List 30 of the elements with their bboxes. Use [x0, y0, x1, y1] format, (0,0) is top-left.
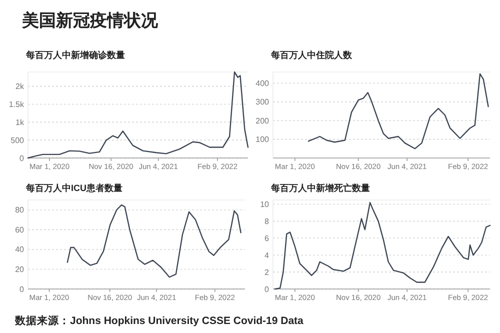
y-tick-label: 0 [264, 284, 270, 294]
chart-title: 美国新冠疫情状况 [21, 11, 159, 30]
y-tick-label: 80 [15, 206, 25, 215]
y-tick-label: 300 [256, 98, 270, 107]
y-tick-label: 60 [15, 225, 25, 234]
y-tick-label: 400 [256, 79, 270, 88]
source-note: 数据来源：Johns Hopkins University CSSE Covid-19 Data [14, 314, 304, 327]
y-tick-label: 10 [260, 200, 270, 210]
line-series [66, 204, 242, 278]
line-series [27, 71, 249, 159]
chart-subtitle: 每百万人中新增确诊数量 [25, 50, 125, 60]
line-series [274, 202, 491, 290]
y-tick-label: 0 [20, 154, 25, 163]
y-tick-label: 200 [256, 116, 270, 126]
y-tick-label: 4 [264, 250, 270, 260]
y-tick-label: 2k [16, 82, 25, 92]
line-series [308, 73, 489, 150]
y-tick-label: 100 [256, 135, 270, 144]
y-tick-label: 500 [10, 136, 25, 145]
y-tick-label: 8 [264, 216, 270, 226]
chart-title: 每百万人中ICU患者数量 [25, 183, 122, 193]
chart-title: 每百万人中住院人数 [270, 50, 353, 60]
y-tick-label: 0 [20, 284, 25, 294]
chart-title: 每百万人中新增死亡数量 [270, 183, 370, 193]
y-tick-label: 6 [264, 234, 270, 243]
y-tick-label: 40 [15, 245, 25, 254]
y-tick-label: 2 [264, 268, 270, 277]
y-tick-label: 1.5k [8, 100, 25, 110]
y-tick-label: 1k [16, 118, 25, 127]
y-tick-label: 20 [15, 265, 25, 274]
